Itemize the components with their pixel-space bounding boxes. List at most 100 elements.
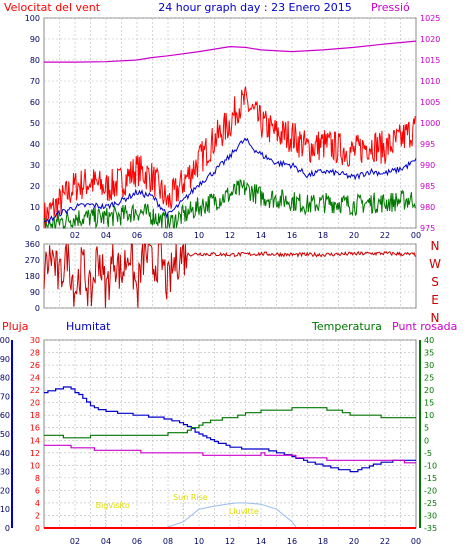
- compass-label-e: E: [431, 293, 439, 307]
- temperature-y-tick-label: -10: [424, 461, 437, 470]
- temperature-y-tick-label: 15: [424, 399, 434, 408]
- humidity-axis-title: Humitat: [66, 320, 111, 333]
- temperature-y-tick-label: -20: [424, 486, 437, 495]
- wind-y-tick-label: 90: [30, 35, 40, 44]
- x-tick-label: 00: [411, 231, 421, 240]
- x-tick-label: 08: [163, 537, 173, 546]
- temperature-y-tick-label: 40: [424, 336, 434, 345]
- rain-y-tick-label: 12: [30, 449, 40, 458]
- humidity-y-tick-label: 60: [0, 411, 10, 420]
- x-tick-label: 06: [132, 537, 142, 546]
- rain-y-tick-label: 14: [30, 436, 40, 445]
- annotation-label: Bigvisito: [96, 501, 130, 510]
- humidity-y-tick-label: 40: [0, 449, 10, 458]
- rain-y-tick-label: 16: [30, 424, 40, 433]
- wind-y-tick-label: 20: [30, 182, 40, 191]
- compass-label-s: S: [431, 275, 439, 289]
- pressure-y-tick-label: 1010: [420, 77, 440, 86]
- dewpoint-axis-title: Punt rosada: [392, 320, 457, 333]
- temperature-y-tick-label: -5: [424, 449, 432, 458]
- pressure-y-tick-label: 980: [420, 203, 435, 212]
- compass-label-w: W: [429, 257, 441, 271]
- humidity-y-tick-label: 0: [5, 524, 10, 533]
- humidity-y-tick-label: 90: [0, 355, 10, 364]
- x-tick-label: 14: [256, 231, 266, 240]
- wind-y-tick-label: 70: [30, 77, 40, 86]
- humidity-y-tick-label: 70: [0, 392, 10, 401]
- x-tick-label: 00: [411, 537, 421, 546]
- x-tick-label: 04: [101, 537, 111, 546]
- x-tick-label: 16: [287, 537, 297, 546]
- rain-y-tick-label: 28: [30, 349, 40, 358]
- humidity-y-tick-label: 100: [0, 336, 10, 345]
- pressure-y-tick-label: 995: [420, 140, 435, 149]
- x-tick-label: 20: [349, 231, 359, 240]
- humidity-y-tick-label: 20: [0, 486, 10, 495]
- wind-y-tick-label: 30: [30, 161, 40, 170]
- rain-y-tick-label: 24: [30, 374, 40, 383]
- wind-y-tick-label: 40: [30, 140, 40, 149]
- temperature-y-tick-label: 5: [424, 424, 429, 433]
- x-tick-label: 10: [194, 231, 204, 240]
- x-tick-label: 04: [101, 231, 111, 240]
- wind-average-line: [43, 137, 417, 225]
- wdir-y-tick-label: 180: [25, 272, 40, 281]
- x-tick-label: 22: [380, 537, 390, 546]
- dewpoint-line: [44, 444, 416, 464]
- pressure-y-tick-label: 1020: [420, 35, 440, 44]
- pressure-y-tick-label: 1025: [420, 14, 440, 23]
- wind-axis-title: Velocitat del vent: [4, 1, 101, 14]
- wind-y-tick-label: 50: [30, 119, 40, 128]
- wind-direction-line: [43, 243, 417, 309]
- compass-label-n: N: [431, 239, 440, 253]
- temperature-y-tick-label: 0: [424, 436, 429, 445]
- temperature-y-tick-label: 35: [424, 349, 434, 358]
- x-tick-label: 18: [318, 537, 328, 546]
- annotation-label: Lluvitte: [229, 507, 259, 516]
- pressure-axis-title: Pressió: [371, 1, 410, 14]
- pressure-y-tick-label: 1000: [420, 119, 440, 128]
- rain-y-tick-label: 8: [35, 474, 40, 483]
- humidity-line: [44, 386, 416, 473]
- x-tick-label: 06: [132, 231, 142, 240]
- x-tick-label: 18: [318, 231, 328, 240]
- rain-y-tick-label: 26: [30, 361, 40, 370]
- wdir-y-tick-label: 360: [25, 240, 40, 249]
- wind-y-tick-label: 0: [35, 224, 40, 233]
- rain-y-tick-label: 6: [35, 486, 40, 495]
- wdir-y-tick-label: 90: [30, 288, 40, 297]
- temperature-y-tick-label: 30: [424, 361, 434, 370]
- x-tick-label: 22: [380, 231, 390, 240]
- pressure-y-tick-label: 975: [420, 224, 435, 233]
- pressure-y-tick-label: 985: [420, 182, 435, 191]
- x-tick-label: 02: [70, 537, 80, 546]
- x-tick-label: 08: [163, 231, 173, 240]
- temperature-y-tick-label: -30: [424, 511, 437, 520]
- wind-y-tick-label: 60: [30, 98, 40, 107]
- rain-y-tick-label: 30: [30, 336, 40, 345]
- temperature-axis-title: Temperatura: [311, 320, 382, 333]
- rain-y-tick-label: 20: [30, 399, 40, 408]
- temperature-line: [44, 407, 416, 439]
- rain-y-tick-label: 2: [35, 511, 40, 520]
- temperature-y-tick-label: 25: [424, 374, 434, 383]
- rain-y-tick-label: 4: [35, 499, 40, 508]
- compass-label-n: N: [431, 311, 440, 325]
- temperature-y-tick-label: -15: [424, 474, 437, 483]
- annotation-label: Sun Rise: [173, 493, 208, 502]
- wind-y-tick-label: 100: [25, 14, 40, 23]
- x-tick-label: 16: [287, 231, 297, 240]
- wdir-y-tick-label: 270: [25, 256, 40, 265]
- humidity-y-tick-label: 80: [0, 374, 10, 383]
- x-tick-label: 12: [225, 537, 235, 546]
- temperature-y-tick-label: 10: [424, 411, 434, 420]
- temperature-y-tick-label: -35: [424, 524, 437, 533]
- wind-y-tick-label: 80: [30, 56, 40, 65]
- chart-title: 24 hour graph day : 23 Enero 2015: [158, 1, 352, 14]
- x-tick-label: 02: [70, 231, 80, 240]
- rain-y-tick-label: 18: [30, 411, 40, 420]
- rain-y-tick-label: 22: [30, 386, 40, 395]
- temperature-y-tick-label: 20: [424, 386, 434, 395]
- wdir-y-tick-label: 0: [35, 304, 40, 313]
